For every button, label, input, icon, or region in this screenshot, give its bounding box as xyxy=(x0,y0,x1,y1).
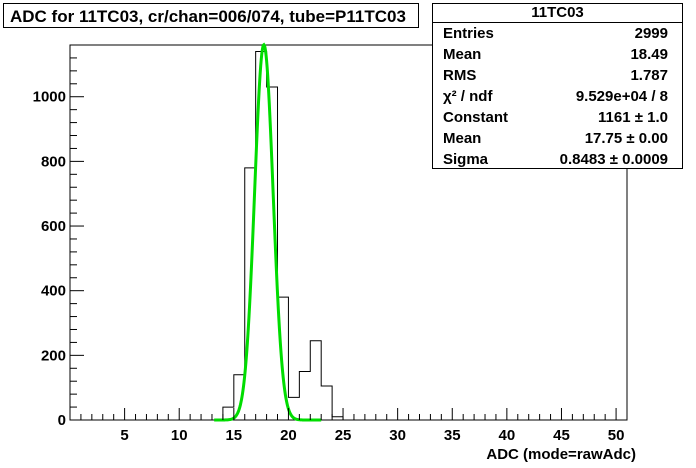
stats-row: Entries 2999 xyxy=(433,23,682,44)
x-tick-label: 20 xyxy=(280,427,297,444)
x-tick-label: 30 xyxy=(389,427,406,444)
stats-row: Mean 18.49 xyxy=(433,44,682,65)
stats-label: χ² / ndf xyxy=(443,88,493,105)
stats-label: Constant xyxy=(443,109,508,126)
stats-label: Entries xyxy=(443,25,494,42)
x-tick-label: 40 xyxy=(499,427,516,444)
plot-frame xyxy=(69,44,628,421)
y-tick-label: 600 xyxy=(41,218,66,235)
stats-label: Sigma xyxy=(443,151,489,168)
histogram-bar xyxy=(321,386,332,420)
x-tick-label: 10 xyxy=(171,427,188,444)
y-tick-label: 1000 xyxy=(33,89,66,106)
histogram-outline xyxy=(222,50,344,420)
stats-name: 11TC03 xyxy=(433,4,682,23)
stats-value: 0.8483 ± 0.0009 xyxy=(559,151,668,168)
x-tick-label: 15 xyxy=(225,427,242,444)
gaussian-fit-line xyxy=(214,42,322,422)
stats-box: 11TC03 Entries 2999 Mean 18.49 RMS 1.787… xyxy=(432,3,683,169)
stats-row: Mean 17.75 ± 0.00 xyxy=(433,128,682,149)
x-tick-label: 35 xyxy=(444,427,461,444)
stats-value: 1.787 xyxy=(630,67,668,84)
x-tick-label: 50 xyxy=(608,427,625,444)
stats-row: χ² / ndf 9.529e+04 / 8 xyxy=(433,86,682,107)
stats-row: Sigma 0.8483 ± 0.0009 xyxy=(433,149,682,170)
stats-row: Constant 1161 ± 1.0 xyxy=(433,107,682,128)
x-axis-title: ADC (mode=rawAdc) xyxy=(486,446,636,463)
y-tick-label: 0 xyxy=(58,412,66,429)
stats-value: 17.75 ± 0.00 xyxy=(584,130,668,147)
y-tick-label: 800 xyxy=(41,153,66,170)
stats-label: Mean xyxy=(443,130,482,147)
stats-label: RMS xyxy=(443,67,477,84)
histogram-bar xyxy=(299,372,310,420)
y-tick-label: 400 xyxy=(41,283,66,300)
stats-value: 1161 ± 1.0 xyxy=(598,109,668,126)
x-tick-label: 45 xyxy=(553,427,570,444)
y-tick-label: 200 xyxy=(41,347,66,364)
stats-label: Mean xyxy=(443,46,482,63)
histogram-bar xyxy=(310,341,321,420)
stats-value: 2999 xyxy=(634,25,668,42)
stats-value: 9.529e+04 / 8 xyxy=(575,88,668,105)
stats-value: 18.49 xyxy=(630,46,668,63)
plot-title: ADC for 11TC03, cr/chan=006/074, tube=P1… xyxy=(3,3,419,28)
stats-row: RMS 1.787 xyxy=(433,65,682,86)
x-tick-label: 25 xyxy=(335,427,352,444)
x-tick-label: 5 xyxy=(120,427,128,444)
